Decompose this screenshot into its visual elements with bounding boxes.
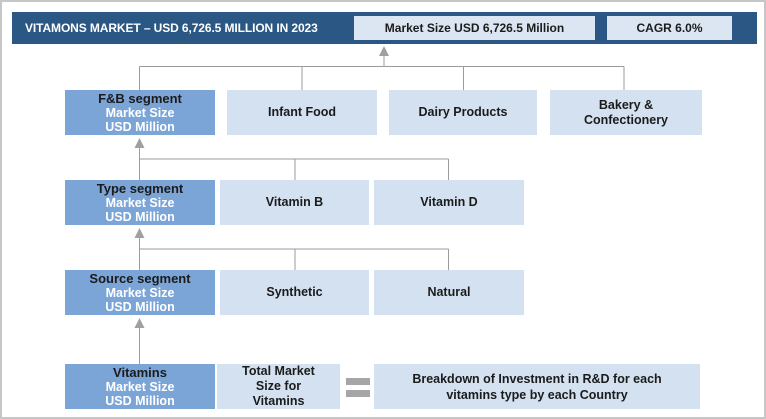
vitamin-d-box: Vitamin D: [374, 180, 524, 225]
header-bar: VITAMONS MARKET – USD 6,726.5 MILLION IN…: [12, 12, 757, 44]
dairy-products-box: Dairy Products: [389, 90, 537, 135]
type-segment-line3: USD Million: [105, 209, 175, 224]
up-arrow-icon: [134, 138, 145, 148]
source-segment-title: Source segment: [89, 270, 191, 286]
natural-box: Natural: [374, 270, 524, 315]
vitamins-line3: USD Million: [105, 393, 175, 408]
source-segment-line2: Market Size: [105, 285, 175, 300]
fnb-segment-title: F&B segment: [98, 90, 182, 106]
equals-bar-bottom: [346, 390, 370, 397]
vitamin-b-box: Vitamin B: [220, 180, 369, 225]
vitamins-title: Vitamins: [113, 364, 167, 380]
dairy-products-label: Dairy Products: [418, 105, 508, 119]
market-size-badge: Market Size USD 6,726.5 Million: [354, 16, 595, 40]
total-market-size-box: Total Market Size for Vitamins: [217, 364, 340, 409]
vitamin-b-label: Vitamin B: [265, 195, 324, 209]
up-arrow-icon: [134, 228, 145, 238]
total-market-size-line3: Vitamins: [252, 394, 305, 408]
synthetic-label: Synthetic: [266, 285, 323, 299]
bakery-confectionery-label: Bakery & Confectionery: [583, 97, 669, 127]
market-size-badge-label: Market Size USD 6,726.5 Million: [384, 21, 565, 35]
natural-label: Natural: [427, 285, 471, 299]
cagr-badge-label: CAGR 6.0%: [636, 21, 703, 35]
connector-source-to-type: [134, 228, 449, 270]
connector-vitamins-to-source: [134, 318, 145, 364]
breakdown-line2: vitamins type by each Country: [446, 387, 628, 402]
source-segment-box: Source segment Market Size USD Million: [65, 270, 215, 315]
fnb-segment-box: F&B segment Market Size USD Million: [65, 90, 215, 135]
up-arrow-icon: [134, 318, 145, 328]
equals-icon: [346, 378, 370, 397]
type-segment-box: Type segment Market Size USD Million: [65, 180, 215, 225]
breakdown-line1: Breakdown of Investment in R&D for each: [412, 371, 662, 386]
type-segment-line2: Market Size: [105, 195, 175, 210]
up-arrow-icon: [379, 46, 389, 56]
source-segment-line3: USD Million: [105, 299, 175, 314]
infant-food-box: Infant Food: [227, 90, 377, 135]
infant-food-label: Infant Food: [267, 105, 337, 119]
header-title: VITAMONS MARKET – USD 6,726.5 MILLION IN…: [25, 21, 318, 35]
total-market-size-line1: Total Market: [242, 364, 315, 378]
type-segment-title: Type segment: [96, 180, 184, 196]
bakery-confectionery-box: Bakery & Confectionery: [550, 90, 702, 135]
synthetic-box: Synthetic: [220, 270, 369, 315]
connector-type-to-fnb: [134, 138, 449, 180]
vitamins-line2: Market Size: [105, 379, 175, 394]
vitamin-d-label: Vitamin D: [420, 195, 478, 209]
connector-top-tier: [139, 46, 625, 90]
cagr-badge: CAGR 6.0%: [607, 16, 732, 40]
total-market-size-line2: Size for: [255, 379, 302, 393]
fnb-segment-line3: USD Million: [105, 119, 175, 134]
vitamins-box: Vitamins Market Size USD Million: [65, 364, 215, 409]
fnb-segment-line2: Market Size: [105, 105, 175, 120]
breakdown-box: Breakdown of Investment in R&D for each …: [374, 364, 700, 409]
equals-bar-top: [346, 378, 370, 385]
